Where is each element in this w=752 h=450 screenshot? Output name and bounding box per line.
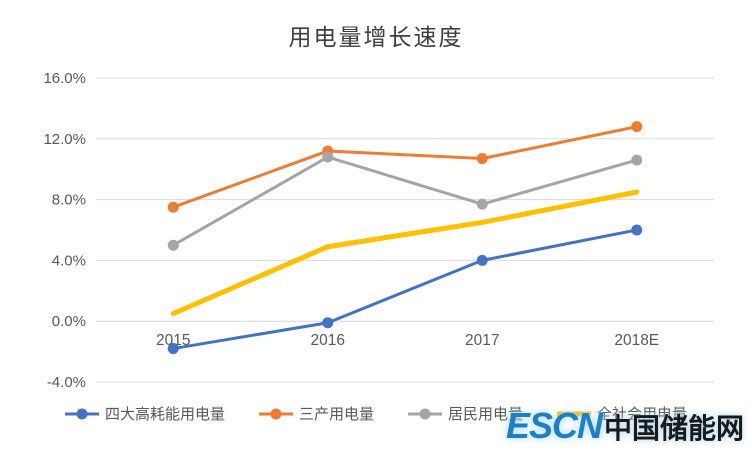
watermark-cn-text: 中国储能网 xyxy=(603,413,744,444)
series-line xyxy=(171,125,639,209)
watermark-escn-text: ESCN xyxy=(505,405,603,446)
data-point-marker xyxy=(167,239,179,251)
legend-marker-icon xyxy=(408,408,442,419)
data-point-marker xyxy=(167,201,179,213)
legend-marker-icon xyxy=(64,408,99,419)
data-point-marker xyxy=(476,198,488,210)
data-point-marker xyxy=(631,154,643,166)
data-point-marker xyxy=(476,254,488,266)
legend: 四大高耗能用电量 三产用电量 居民用电量 全社会用电量 xyxy=(0,403,752,424)
y-tick-label: 12.0% xyxy=(43,131,86,148)
x-tick-label: 2016 xyxy=(311,332,345,349)
chart-title: 用电量增长速度 xyxy=(288,24,464,50)
watermark-logo: ESCN中国储能网 xyxy=(506,408,744,444)
data-point-marker xyxy=(631,121,643,133)
y-tick-label: 0.0% xyxy=(52,313,86,330)
data-point-marker xyxy=(167,343,179,355)
y-tick-label: -4.0% xyxy=(47,374,86,391)
legend-item: 全社会用电量 xyxy=(557,403,687,424)
x-tick-label: 2018E xyxy=(614,332,659,349)
y-tick-label: 4.0% xyxy=(52,252,86,269)
legend-item-label: 三产用电量 xyxy=(298,406,374,423)
legend-item-label: 四大高耗能用电量 xyxy=(104,406,225,423)
series-line xyxy=(171,155,639,247)
legend-item: 三产用电量 xyxy=(258,403,374,424)
y-tick-label: 8.0% xyxy=(52,192,86,209)
legend-item: 居民用电量 xyxy=(408,403,523,424)
data-point-marker xyxy=(322,151,334,163)
legend-marker-icon xyxy=(258,408,293,419)
series-line xyxy=(170,189,640,317)
series-line xyxy=(171,228,639,351)
legend-item-label: 居民用电量 xyxy=(448,406,524,423)
data-point-marker xyxy=(631,224,643,236)
legend-marker-icon xyxy=(557,411,592,416)
y-tick-label: 16.0% xyxy=(43,70,86,87)
x-tick-label: 2015 xyxy=(156,332,190,349)
data-point-marker xyxy=(476,153,488,165)
x-tick-label: 2017 xyxy=(465,332,499,349)
legend-item-label: 全社会用电量 xyxy=(597,406,688,423)
data-point-marker xyxy=(322,317,334,329)
legend-item: 四大高耗能用电量 xyxy=(64,403,225,424)
